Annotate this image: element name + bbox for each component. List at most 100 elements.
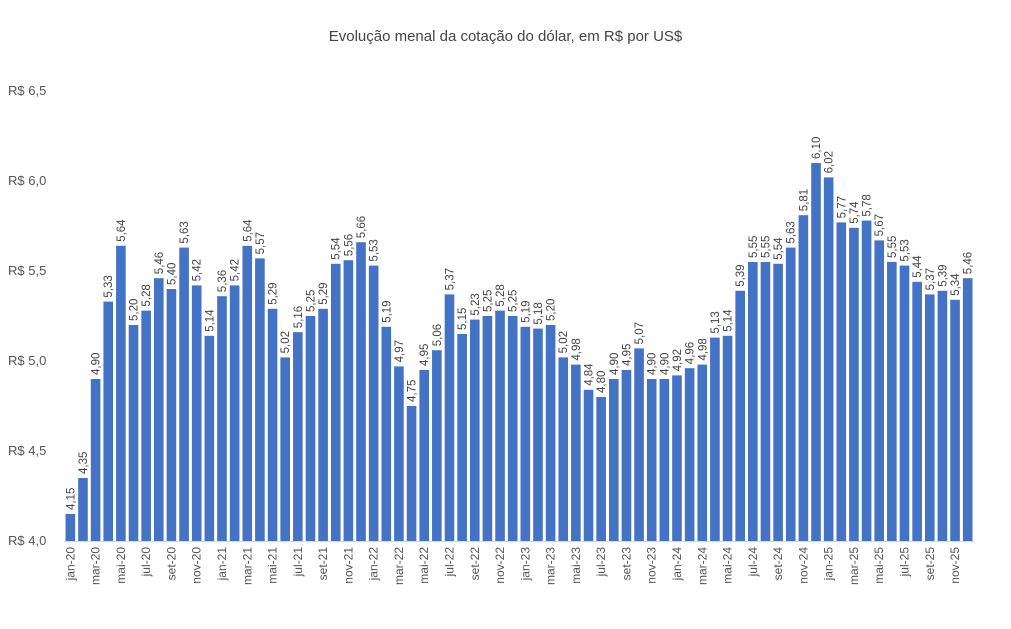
- bar: [229, 285, 240, 541]
- bar: [962, 278, 973, 541]
- data-label: 5,28: [495, 284, 507, 306]
- bar: [849, 227, 859, 542]
- bar: [684, 368, 695, 541]
- bar: [811, 163, 821, 541]
- bar: [520, 326, 531, 541]
- bar: [533, 328, 543, 541]
- y-tick-label: R$ 5,5: [8, 263, 46, 278]
- data-label: 5,13: [710, 311, 722, 333]
- data-label: 5,53: [369, 239, 381, 261]
- data-label: 5,77: [836, 196, 848, 218]
- bar: [672, 375, 682, 541]
- data-label: 5,42: [192, 259, 204, 281]
- data-label: 5,55: [887, 236, 899, 258]
- x-tick-label: jan-24: [670, 547, 684, 582]
- bar: [950, 299, 960, 541]
- x-tick-label: set-22: [468, 547, 482, 581]
- x-tick-label: mai-21: [266, 547, 280, 584]
- bar: [887, 262, 897, 541]
- bar: [343, 260, 354, 541]
- y-tick-label: R$ 4,5: [8, 443, 46, 458]
- bar: [912, 281, 922, 541]
- bar: [217, 296, 227, 541]
- x-tick-label: nov-25: [948, 547, 962, 584]
- bar: [646, 379, 657, 541]
- bar: [583, 389, 594, 541]
- data-label: 4,90: [609, 353, 621, 375]
- data-label: 5,19: [520, 300, 532, 322]
- bar: [166, 289, 177, 541]
- data-label: 5,64: [242, 219, 254, 242]
- x-tick-label: mar-25: [847, 547, 861, 585]
- x-tick-label: nov-21: [341, 547, 355, 584]
- bar: [798, 215, 809, 541]
- data-label: 4,75: [407, 380, 419, 402]
- chart-title: Evolução menal da cotação do dólar, em R…: [328, 28, 683, 45]
- bar: [621, 370, 632, 541]
- bar: [103, 301, 114, 541]
- bar: [65, 514, 76, 541]
- bar: [368, 265, 379, 541]
- data-label: 5,74: [849, 201, 861, 224]
- bar: [419, 370, 430, 541]
- x-tick-label: jul-25: [897, 547, 911, 578]
- x-tick-label: mai-22: [417, 547, 431, 584]
- data-label: 5,33: [103, 275, 115, 297]
- data-label: 5,37: [444, 268, 456, 290]
- bar: [242, 245, 253, 542]
- x-tick-label: mar-22: [392, 547, 406, 585]
- data-labels: 4,154,354,905,335,645,205,285,46 5,405,63…: [65, 137, 974, 510]
- bar: [444, 294, 455, 541]
- y-tick-label: R$ 5,0: [8, 353, 46, 368]
- bar: [153, 278, 164, 541]
- data-label: 5,67: [874, 214, 886, 236]
- data-label: 5,36: [217, 270, 229, 292]
- x-tick-label: set-23: [619, 547, 633, 581]
- y-tick-label: R$ 6,0: [8, 173, 46, 188]
- bar: [356, 242, 366, 541]
- bar: [255, 258, 265, 541]
- x-tick-label: jan-20: [63, 547, 77, 582]
- data-label: 5,14: [204, 309, 216, 332]
- bar: [293, 332, 303, 541]
- bar: [710, 337, 720, 541]
- x-tick-label: jul-21: [291, 547, 305, 578]
- data-label: 5,54: [331, 237, 343, 260]
- x-tick-label: jan-25: [822, 547, 836, 582]
- bar: [836, 222, 847, 541]
- data-label: 5,34: [950, 273, 962, 296]
- x-tick-label: jul-20: [139, 547, 153, 578]
- data-label: 5,02: [558, 331, 570, 353]
- data-label: 5,78: [862, 194, 874, 216]
- bar: [432, 350, 442, 541]
- x-axis: jan-20 mar-20 mai-20 jul-20 set-20 nov-20 jan-…: [63, 541, 974, 585]
- data-label: 4,95: [419, 344, 431, 366]
- data-label: 5,44: [912, 255, 924, 278]
- x-tick-label: nov-22: [493, 547, 507, 584]
- x-tick-label: jul-22: [442, 547, 456, 578]
- bar: [823, 177, 834, 541]
- data-label: 5,25: [305, 290, 317, 312]
- bar: [305, 316, 316, 541]
- data-label: 4,90: [91, 353, 103, 375]
- x-tick-label: nov-20: [190, 547, 204, 584]
- data-label: 5,28: [141, 284, 153, 306]
- bar: [608, 379, 619, 541]
- bar: [469, 319, 480, 541]
- bar: [141, 310, 151, 541]
- data-label: 5,29: [268, 282, 280, 304]
- data-label: 5,25: [482, 290, 494, 312]
- y-axis: R$ 4,0 R$ 4,5 R$ 5,0 R$ 5,5 R$ 6,0 R$ 6,5: [8, 83, 46, 548]
- data-label: 6,10: [811, 137, 823, 159]
- data-label: 4,97: [394, 340, 406, 362]
- x-tick-label: set-24: [771, 547, 785, 581]
- data-label: 5,81: [798, 189, 810, 211]
- bar: [495, 310, 505, 541]
- y-tick-label: R$ 4,0: [8, 533, 46, 548]
- bar: [937, 290, 948, 541]
- data-label: 5,15: [457, 308, 469, 330]
- x-tick-label: mai-25: [872, 547, 886, 584]
- data-label: 5,57: [255, 232, 267, 254]
- bar: [318, 308, 328, 541]
- bar: [596, 397, 606, 541]
